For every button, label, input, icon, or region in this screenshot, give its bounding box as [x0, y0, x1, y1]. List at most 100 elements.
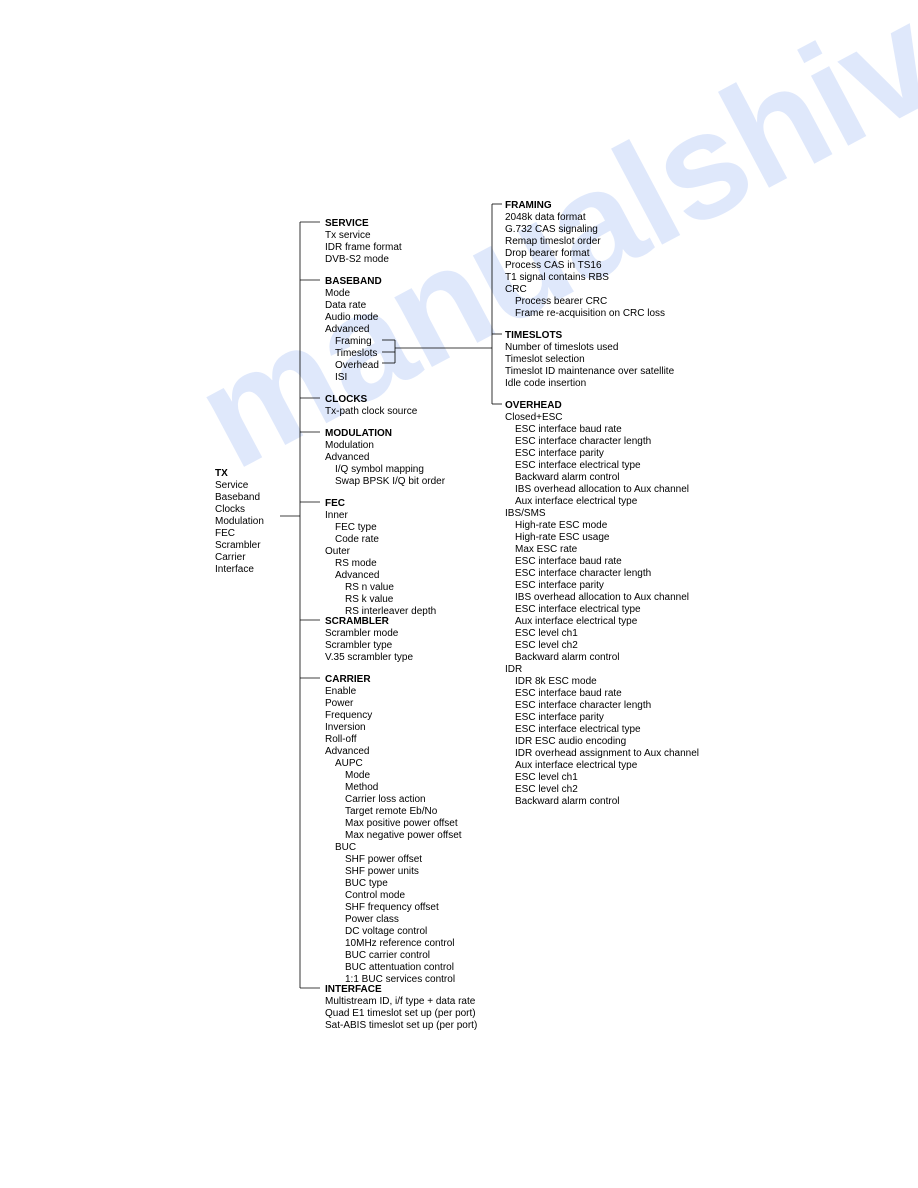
section-heading: FRAMING — [505, 200, 552, 211]
section-subitem: RS k value — [345, 594, 393, 605]
section-subitem: Advanced — [335, 570, 379, 581]
section-item: G.732 CAS signaling — [505, 224, 598, 235]
section-subitem: BUC type — [345, 878, 388, 889]
section-item: Modulation — [325, 440, 374, 451]
section-item: Timeslot selection — [505, 354, 585, 365]
section-subitem: IBS overhead allocation to Aux channel — [515, 484, 689, 495]
section-subitem: Method — [345, 782, 378, 793]
section-item: IDR — [505, 664, 522, 675]
section-subitem: SHF power units — [345, 866, 419, 877]
tx-item: Service — [215, 480, 248, 491]
section-item: Advanced — [325, 452, 369, 463]
section-subitem: BUC attentuation control — [345, 962, 454, 973]
section-subitem: Aux interface electrical type — [515, 496, 637, 507]
section-subitem: ESC level ch1 — [515, 772, 578, 783]
section-subitem: ESC level ch2 — [515, 784, 578, 795]
tx-item: Scrambler — [215, 540, 261, 551]
section-subitem: ESC interface parity — [515, 580, 604, 591]
section-heading: CARRIER — [325, 674, 371, 685]
section-subitem: IDR 8k ESC mode — [515, 676, 597, 687]
section-subitem: Code rate — [335, 534, 379, 545]
section-item: Multistream ID, i/f type + data rate — [325, 996, 475, 1007]
section-item: CRC — [505, 284, 527, 295]
section-subitem: Timeslots — [335, 348, 377, 359]
section-item: Advanced — [325, 324, 369, 335]
section-subitem: ESC interface character length — [515, 568, 651, 579]
section-subitem: Aux interface electrical type — [515, 616, 637, 627]
tx-item: Clocks — [215, 504, 245, 515]
section-subitem: Backward alarm control — [515, 472, 619, 483]
section-subitem: ESC level ch2 — [515, 640, 578, 651]
tx-item: FEC — [215, 528, 235, 539]
tx-item: Interface — [215, 564, 254, 575]
section-subitem: Mode — [345, 770, 370, 781]
section-subitem: Overhead — [335, 360, 379, 371]
section-item: T1 signal contains RBS — [505, 272, 609, 283]
section-item: Sat-ABIS timeslot set up (per port) — [325, 1020, 477, 1031]
section-item: Roll-off — [325, 734, 357, 745]
section-item: Outer — [325, 546, 350, 557]
section-subitem: Carrier loss action — [345, 794, 426, 805]
section-item: V.35 scrambler type — [325, 652, 413, 663]
section-subitem: Max negative power offset — [345, 830, 462, 841]
section-subitem: ESC interface baud rate — [515, 688, 622, 699]
section-subitem: ESC interface character length — [515, 700, 651, 711]
section-heading: MODULATION — [325, 428, 392, 439]
tx-heading: TX — [215, 468, 228, 479]
section-subitem: 10MHz reference control — [345, 938, 455, 949]
section-item: Number of timeslots used — [505, 342, 618, 353]
section-subitem: ESC interface parity — [515, 448, 604, 459]
section-item: Enable — [325, 686, 356, 697]
section-heading: INTERFACE — [325, 984, 382, 995]
section-subitem: ESC interface electrical type — [515, 724, 641, 735]
section-item: Frequency — [325, 710, 372, 721]
section-subitem: Target remote Eb/No — [345, 806, 437, 817]
section-item: Data rate — [325, 300, 366, 311]
section-subitem: FEC type — [335, 522, 377, 533]
section-subitem: AUPC — [335, 758, 363, 769]
section-subitem: Backward alarm control — [515, 796, 619, 807]
section-item: Advanced — [325, 746, 369, 757]
section-item: Tx-path clock source — [325, 406, 417, 417]
section-item: Idle code insertion — [505, 378, 586, 389]
section-item: Quad E1 timeslot set up (per port) — [325, 1008, 476, 1019]
section-subitem: ESC interface character length — [515, 436, 651, 447]
section-subitem: BUC — [335, 842, 356, 853]
section-subitem: ESC level ch1 — [515, 628, 578, 639]
section-item: IDR frame format — [325, 242, 402, 253]
section-item: Inversion — [325, 722, 366, 733]
section-item: Mode — [325, 288, 350, 299]
section-subitem: IDR overhead assignment to Aux channel — [515, 748, 699, 759]
section-item: DVB-S2 mode — [325, 254, 389, 265]
section-subitem: Power class — [345, 914, 399, 925]
section-subitem: IBS overhead allocation to Aux channel — [515, 592, 689, 603]
section-subitem: IDR ESC audio encoding — [515, 736, 626, 747]
section-item: Process CAS in TS16 — [505, 260, 602, 271]
tx-item: Baseband — [215, 492, 260, 503]
section-subitem: ESC interface baud rate — [515, 556, 622, 567]
section-subitem: SHF frequency offset — [345, 902, 439, 913]
section-heading: CLOCKS — [325, 394, 367, 405]
section-subitem: High-rate ESC usage — [515, 532, 610, 543]
section-heading: FEC — [325, 498, 345, 509]
section-subitem: BUC carrier control — [345, 950, 430, 961]
section-subitem: ESC interface baud rate — [515, 424, 622, 435]
section-heading: SERVICE — [325, 218, 369, 229]
section-subitem: ESC interface electrical type — [515, 460, 641, 471]
tx-item: Carrier — [215, 552, 246, 563]
section-subitem: I/Q symbol mapping — [335, 464, 424, 475]
section-subitem: Aux interface electrical type — [515, 760, 637, 771]
section-subitem: Backward alarm control — [515, 652, 619, 663]
section-subitem: RS n value — [345, 582, 394, 593]
section-subitem: DC voltage control — [345, 926, 427, 937]
section-subitem: Frame re-acquisition on CRC loss — [515, 308, 665, 319]
section-item: Scrambler type — [325, 640, 392, 651]
section-item: IBS/SMS — [505, 508, 546, 519]
section-subitem: Process bearer CRC — [515, 296, 607, 307]
section-subitem: High-rate ESC mode — [515, 520, 607, 531]
section-item: Audio mode — [325, 312, 378, 323]
section-item: Drop bearer format — [505, 248, 589, 259]
section-subitem: SHF power offset — [345, 854, 422, 865]
section-heading: TIMESLOTS — [505, 330, 562, 341]
section-subitem: Control mode — [345, 890, 405, 901]
